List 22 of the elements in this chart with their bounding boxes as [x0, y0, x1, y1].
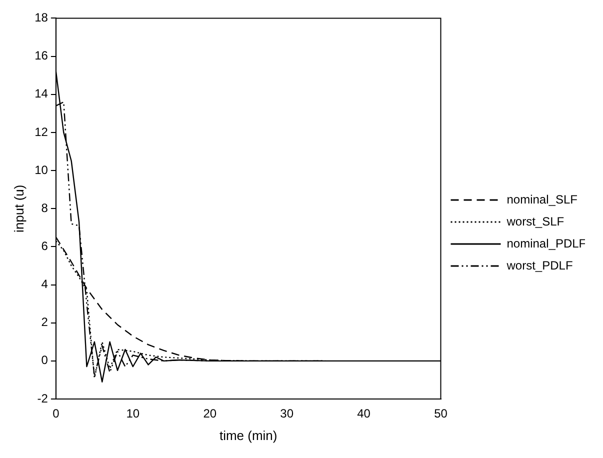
y-tick-label: 10: [34, 162, 48, 177]
y-tick-label: 0: [41, 353, 48, 368]
x-tick-label: 50: [434, 406, 448, 421]
y-tick-label: 16: [34, 48, 48, 63]
y-axis-title: input (u): [11, 184, 26, 232]
x-tick-label: 30: [280, 406, 294, 421]
legend-label: nominal_SLF: [506, 192, 578, 206]
y-tick-label: 18: [34, 10, 48, 25]
y-tick-label: -2: [37, 391, 48, 406]
legend-label: worst_PDLF: [506, 258, 573, 272]
x-tick-label: 0: [52, 406, 60, 421]
y-tick-label: 4: [41, 277, 48, 292]
y-tick-label: 6: [41, 238, 48, 253]
legend-label: worst_SLF: [506, 214, 564, 228]
x-tick-label: 40: [357, 406, 371, 421]
y-tick-label: 12: [34, 124, 48, 139]
y-tick-label: 8: [41, 200, 48, 215]
y-tick-label: 14: [34, 86, 48, 101]
x-axis-title: time (min): [219, 428, 278, 443]
x-tick-label: 20: [203, 406, 217, 421]
y-tick-label: 2: [41, 315, 48, 330]
x-tick-label: 10: [126, 406, 140, 421]
